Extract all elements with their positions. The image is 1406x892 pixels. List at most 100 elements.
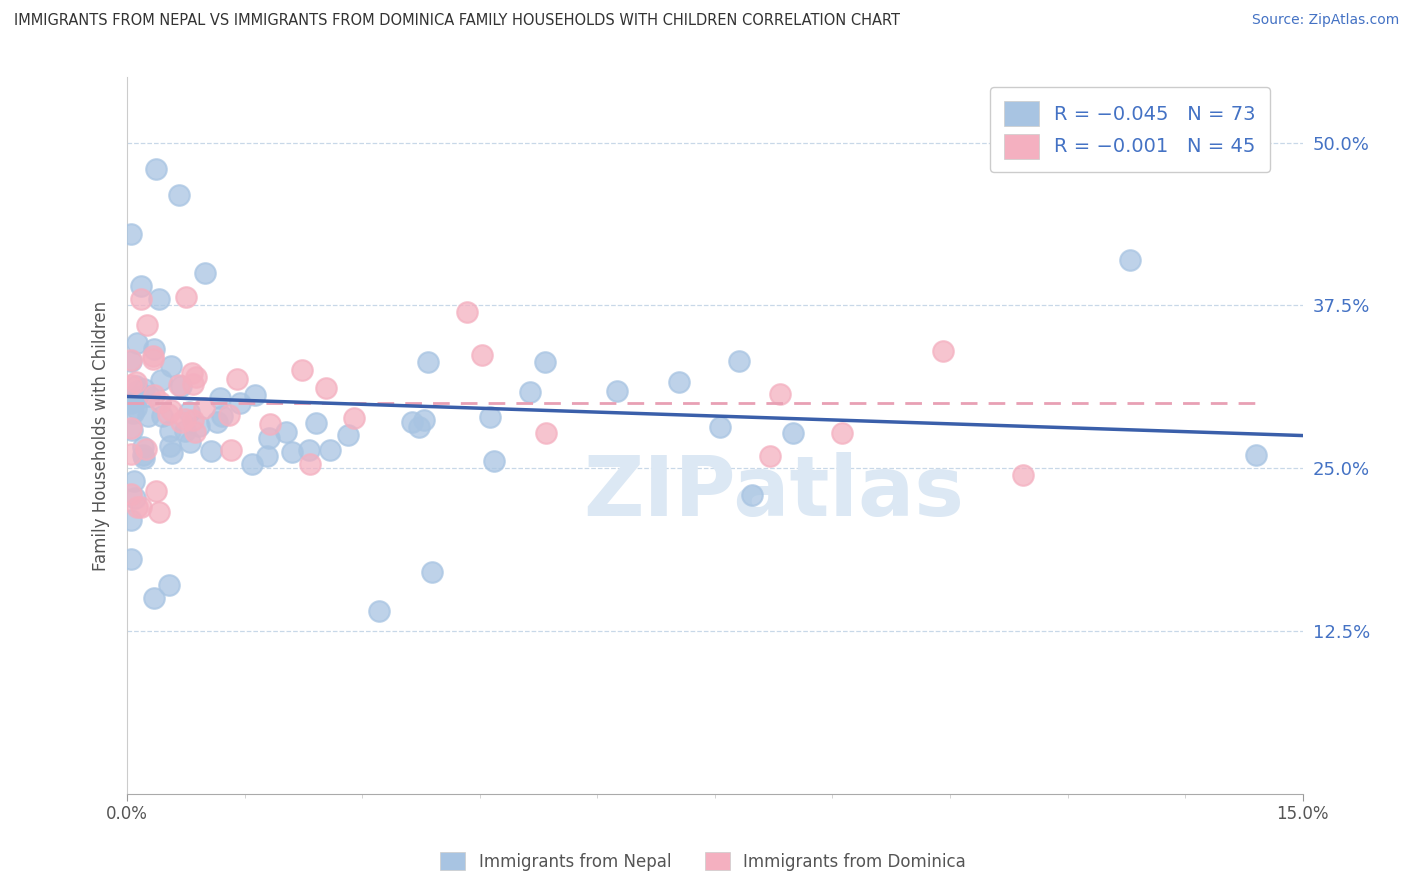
Point (159, 403, 181, 417)
Point (160, 359, 183, 374)
Point (132, 441, 155, 455)
Point (174, 290, 197, 304)
Point (150, 409, 173, 424)
Point (125, 379, 148, 393)
Point (120, 352, 142, 367)
Point (120, 487, 142, 501)
Point (1012, 468, 1035, 483)
Point (259, 417, 281, 432)
Point (274, 425, 297, 440)
Point (129, 500, 152, 515)
Point (471, 348, 494, 362)
Y-axis label: Family Households with Children: Family Households with Children (93, 301, 110, 571)
Point (1244, 448, 1267, 462)
Point (305, 416, 328, 430)
Point (120, 378, 142, 392)
Point (132, 382, 155, 396)
Point (484, 454, 506, 468)
Point (142, 349, 165, 363)
Text: IMMIGRANTS FROM NEPAL VS IMMIGRANTS FROM DOMINICA FAMILY HOUSEHOLDS WITH CHILDRE: IMMIGRANTS FROM NEPAL VS IMMIGRANTS FROM… (14, 13, 900, 29)
Point (135, 442, 157, 456)
Point (519, 384, 541, 399)
Legend: Immigrants from Nepal, Immigrants from Dominica: Immigrants from Nepal, Immigrants from D… (432, 844, 974, 880)
Point (149, 373, 172, 387)
Point (138, 409, 160, 423)
Point (245, 388, 267, 402)
Point (180, 366, 202, 380)
Point (120, 513, 142, 527)
Point (138, 388, 160, 402)
Point (156, 407, 179, 421)
Point (299, 457, 322, 471)
Point (157, 578, 180, 592)
Point (229, 395, 252, 409)
Point (478, 409, 501, 424)
Point (142, 352, 165, 367)
Point (183, 413, 205, 427)
Point (177, 405, 200, 419)
Point (758, 450, 780, 464)
Point (167, 377, 190, 392)
Point (741, 488, 763, 502)
Point (256, 449, 278, 463)
Point (120, 396, 142, 410)
Point (413, 413, 436, 427)
Point (173, 412, 195, 426)
Point (129, 278, 152, 293)
Point (167, 187, 190, 202)
Point (184, 370, 207, 384)
Point (127, 384, 149, 399)
Point (456, 305, 478, 319)
Point (124, 394, 146, 409)
Point (367, 604, 389, 618)
Point (149, 395, 172, 409)
Point (291, 363, 314, 377)
Point (343, 411, 366, 425)
Point (120, 421, 142, 435)
Point (127, 390, 149, 404)
Point (534, 426, 557, 441)
Text: Source: ZipAtlas.com: Source: ZipAtlas.com (1251, 13, 1399, 28)
Point (831, 426, 853, 441)
Point (205, 415, 228, 429)
Point (668, 375, 690, 389)
Point (132, 450, 155, 465)
Text: ZIPatlas: ZIPatlas (583, 452, 965, 533)
Point (728, 354, 751, 368)
Point (125, 375, 148, 389)
Point (315, 381, 337, 395)
Point (132, 448, 155, 462)
Point (931, 343, 953, 358)
Point (124, 491, 146, 506)
Point (120, 552, 142, 566)
Point (170, 415, 193, 429)
Point (179, 434, 201, 449)
Point (219, 443, 242, 458)
Point (121, 423, 143, 437)
Point (319, 443, 342, 458)
Point (145, 484, 167, 499)
Point (142, 388, 165, 402)
Point (194, 266, 217, 280)
Point (420, 566, 443, 580)
Point (211, 409, 233, 423)
Point (193, 401, 215, 416)
Legend: R = −0.045   N = 73, R = −0.001   N = 45: R = −0.045 N = 73, R = −0.001 N = 45 (990, 87, 1270, 172)
Point (709, 420, 731, 434)
Point (208, 392, 231, 406)
Point (298, 443, 321, 458)
Point (159, 425, 181, 439)
Point (336, 428, 359, 442)
Point (200, 443, 222, 458)
Point (135, 318, 157, 332)
Point (181, 376, 204, 391)
Point (129, 292, 152, 306)
Point (218, 408, 240, 422)
Point (257, 432, 280, 446)
Point (120, 227, 142, 241)
Point (120, 447, 142, 461)
Point (159, 439, 181, 453)
Point (160, 446, 183, 460)
Point (143, 591, 166, 606)
Point (188, 419, 211, 434)
